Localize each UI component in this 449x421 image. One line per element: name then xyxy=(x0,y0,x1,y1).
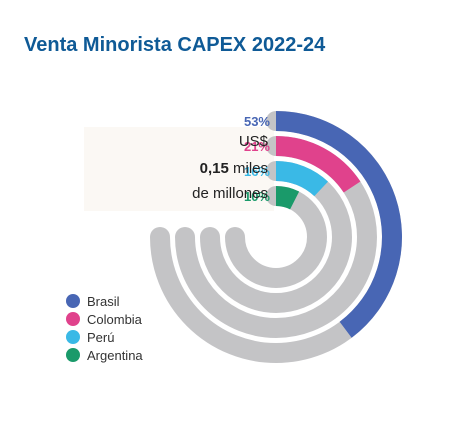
bar-brasil xyxy=(275,111,402,338)
legend-swatch-brasil xyxy=(66,294,80,308)
data-label-peru: 16% xyxy=(244,164,270,179)
total-amount-unit: miles xyxy=(228,160,268,177)
data-label-brasil: 53% xyxy=(244,114,270,129)
data-label-argentina: 10% xyxy=(244,189,270,204)
bar-peru xyxy=(275,161,329,197)
total-amount-value: 0,15 xyxy=(199,160,229,177)
legend-label-colombia: Colombia xyxy=(87,311,142,327)
legend-item-brasil: Brasil xyxy=(66,292,143,310)
label-background xyxy=(84,127,274,211)
legend-swatch-colombia xyxy=(66,312,80,326)
total-amount-label: 0,15 miles xyxy=(200,160,268,177)
legend-swatch-argentina xyxy=(66,348,80,362)
legend-label-argentina: Argentina xyxy=(87,347,143,363)
legend-item-peru: Perú xyxy=(66,328,143,346)
chart-title: Venta Minorista CAPEX 2022-24 xyxy=(24,34,326,56)
legend-item-argentina: Argentina xyxy=(66,346,143,364)
legend-label-peru: Perú xyxy=(87,329,115,345)
legend-item-colombia: Colombia xyxy=(66,310,143,328)
legend-label-brasil: Brasil xyxy=(87,293,120,309)
legend-swatch-peru xyxy=(66,330,80,344)
track-argentina xyxy=(225,186,327,288)
total-unit-label: de millones xyxy=(192,185,268,202)
bar-argentina xyxy=(275,186,300,210)
legend: Brasil Colombia Perú Argentina xyxy=(66,292,143,364)
currency-label: US$ xyxy=(238,133,268,150)
bar-colombia xyxy=(275,136,361,193)
data-label-colombia: 21% xyxy=(244,139,270,154)
